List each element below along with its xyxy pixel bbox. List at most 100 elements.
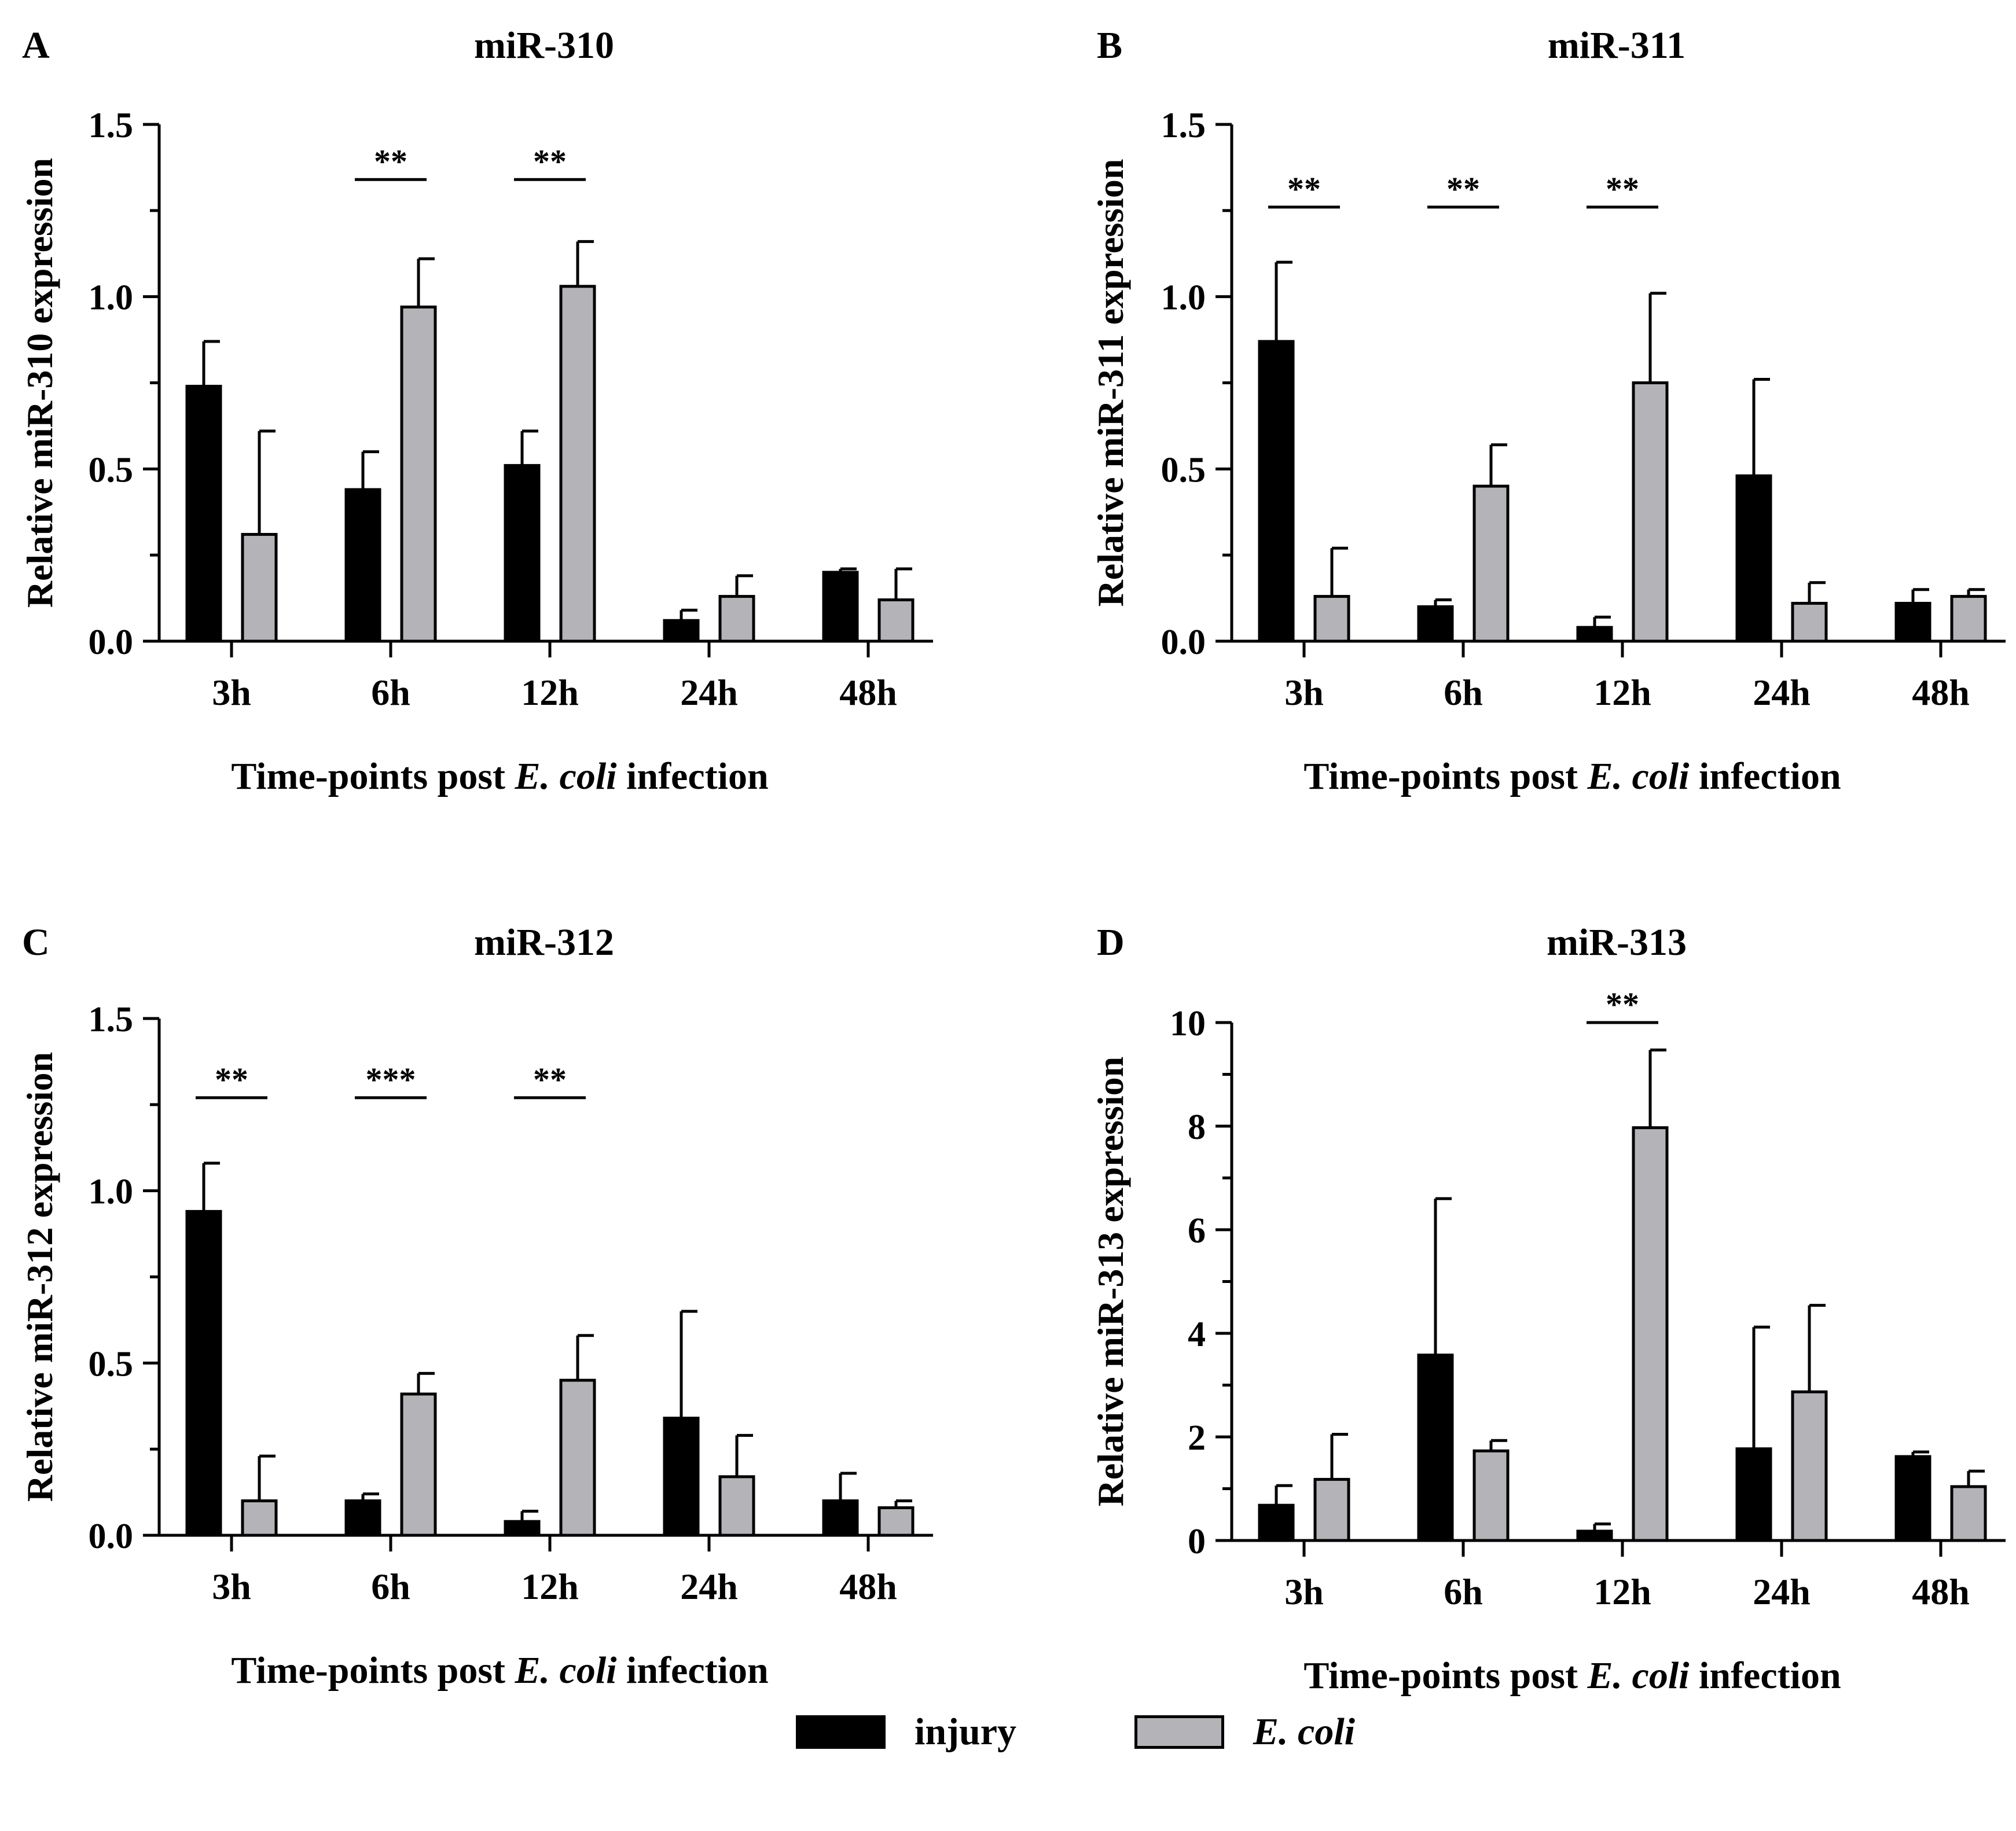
y-tick-label: 0.0 <box>89 623 134 662</box>
panel-label: A <box>22 24 50 67</box>
bar-ecoli-3h <box>241 1499 278 1537</box>
x-tick-label: 6h <box>1444 1571 1483 1612</box>
y-axis-label: Relative miR-312 expression <box>19 1052 60 1502</box>
significance-label: ** <box>1446 170 1480 208</box>
bar-ecoli-6h <box>400 306 437 643</box>
x-tick-label: 3h <box>212 672 251 713</box>
legend-swatch-ecoli <box>1134 1715 1224 1749</box>
chart-title: miR-311 <box>1548 24 1685 67</box>
bar-ecoli-3h <box>241 532 278 643</box>
chart-title: miR-313 <box>1547 921 1687 964</box>
bar-ecoli-48h <box>1950 595 1987 643</box>
significance-label: ** <box>533 1061 567 1098</box>
bar-injury-12h <box>504 1520 541 1537</box>
bar-ecoli-6h <box>400 1392 437 1537</box>
bar-ecoli-12h <box>1632 1126 1669 1542</box>
chart-title: miR-312 <box>474 921 614 964</box>
bar-injury-48h <box>822 1499 859 1537</box>
bar-injury-3h <box>1258 340 1295 643</box>
y-tick-label: 6 <box>1188 1211 1206 1251</box>
significance-label: ** <box>1606 170 1639 208</box>
y-tick-label: 1.5 <box>89 106 134 145</box>
x-tick-label: 24h <box>680 672 738 713</box>
bar-injury-12h <box>504 464 541 643</box>
bar-ecoli-48h <box>877 1506 915 1537</box>
y-axis-label: Relative miR-313 expression <box>1090 1057 1131 1506</box>
x-axis-label: Time-points post E. coli infection <box>1303 755 1841 797</box>
x-tick-label: 48h <box>1912 1571 1970 1612</box>
panel-label: D <box>1097 921 1125 964</box>
y-tick-label: 8 <box>1188 1108 1206 1147</box>
y-tick-label: 1.0 <box>1161 278 1206 318</box>
bar-ecoli-12h <box>559 1378 596 1537</box>
x-tick-label: 3h <box>212 1566 251 1607</box>
bar-ecoli-24h <box>1791 1390 1828 1542</box>
significance-label: ** <box>533 142 567 180</box>
bar-ecoli-24h <box>718 595 755 643</box>
bar-ecoli-48h <box>877 598 915 643</box>
y-tick-label: 10 <box>1170 1004 1206 1043</box>
bar-ecoli-3h <box>1313 1477 1350 1542</box>
significance-label: ** <box>1287 170 1321 208</box>
bar-injury-3h <box>185 1209 222 1537</box>
bar-injury-6h <box>1417 1354 1454 1542</box>
bar-ecoli-12h <box>559 285 596 643</box>
legend-item-injury: injury <box>796 1710 1016 1754</box>
x-axis-label: Time-points post E. coli infection <box>1303 1654 1841 1697</box>
x-tick-label: 6h <box>1444 672 1483 713</box>
x-tick-label: 48h <box>839 672 897 713</box>
y-tick-label: 0 <box>1188 1522 1206 1561</box>
y-tick-label: 0.5 <box>89 1344 134 1384</box>
bar-ecoli-6h <box>1472 1449 1510 1542</box>
bar-injury-3h <box>1258 1503 1295 1542</box>
legend-swatch-injury <box>796 1715 886 1749</box>
bar-ecoli-12h <box>1632 381 1669 643</box>
significance-label: *** <box>366 1061 416 1098</box>
bar-injury-24h <box>1735 1447 1772 1542</box>
bar-injury-48h <box>822 571 859 643</box>
x-tick-label: 3h <box>1284 1571 1324 1612</box>
significance-label: ** <box>215 1061 248 1098</box>
x-tick-label: 24h <box>1753 672 1811 713</box>
bar-injury-24h <box>663 1417 700 1537</box>
panel-label: B <box>1097 24 1122 67</box>
y-tick-label: 1.0 <box>89 1172 134 1212</box>
significance-label: ** <box>374 142 407 180</box>
x-axis-label: Time-points post E. coli infection <box>231 1649 768 1692</box>
y-axis-label: Relative miR-311 expression <box>1090 159 1131 607</box>
legend-item-ecoli: E. coli <box>1134 1710 1355 1754</box>
x-tick-label: 24h <box>680 1566 738 1607</box>
y-tick-label: 1.5 <box>1161 106 1206 145</box>
bar-injury-48h <box>1894 602 1931 643</box>
bar-ecoli-24h <box>1791 602 1828 643</box>
bar-injury-12h <box>1576 1529 1613 1542</box>
x-tick-label: 12h <box>1593 672 1651 713</box>
x-tick-label: 12h <box>521 1566 579 1607</box>
x-tick-label: 12h <box>1593 1571 1651 1612</box>
y-tick-label: 4 <box>1188 1315 1206 1354</box>
legend-label-ecoli: E. coli <box>1253 1711 1355 1753</box>
y-axis-label: Relative miR-310 expression <box>19 158 60 608</box>
panel-label: C <box>22 921 50 964</box>
x-axis-label: Time-points post E. coli infection <box>231 755 768 797</box>
bar-injury-3h <box>185 384 222 643</box>
bar-injury-24h <box>1735 474 1772 643</box>
x-tick-label: 6h <box>371 1566 410 1607</box>
bar-ecoli-48h <box>1950 1485 1987 1542</box>
x-tick-label: 24h <box>1753 1571 1811 1612</box>
bar-ecoli-3h <box>1313 595 1350 643</box>
x-tick-label: 6h <box>371 672 410 713</box>
y-tick-label: 0.0 <box>1161 623 1206 662</box>
bar-ecoli-24h <box>718 1475 755 1537</box>
y-tick-label: 0.5 <box>89 450 134 490</box>
bar-ecoli-6h <box>1472 484 1510 643</box>
bar-injury-6h <box>344 1499 381 1537</box>
y-tick-label: 2 <box>1188 1418 1206 1458</box>
bar-injury-6h <box>344 488 381 643</box>
bar-injury-24h <box>663 619 700 643</box>
y-tick-label: 1.0 <box>89 278 134 318</box>
